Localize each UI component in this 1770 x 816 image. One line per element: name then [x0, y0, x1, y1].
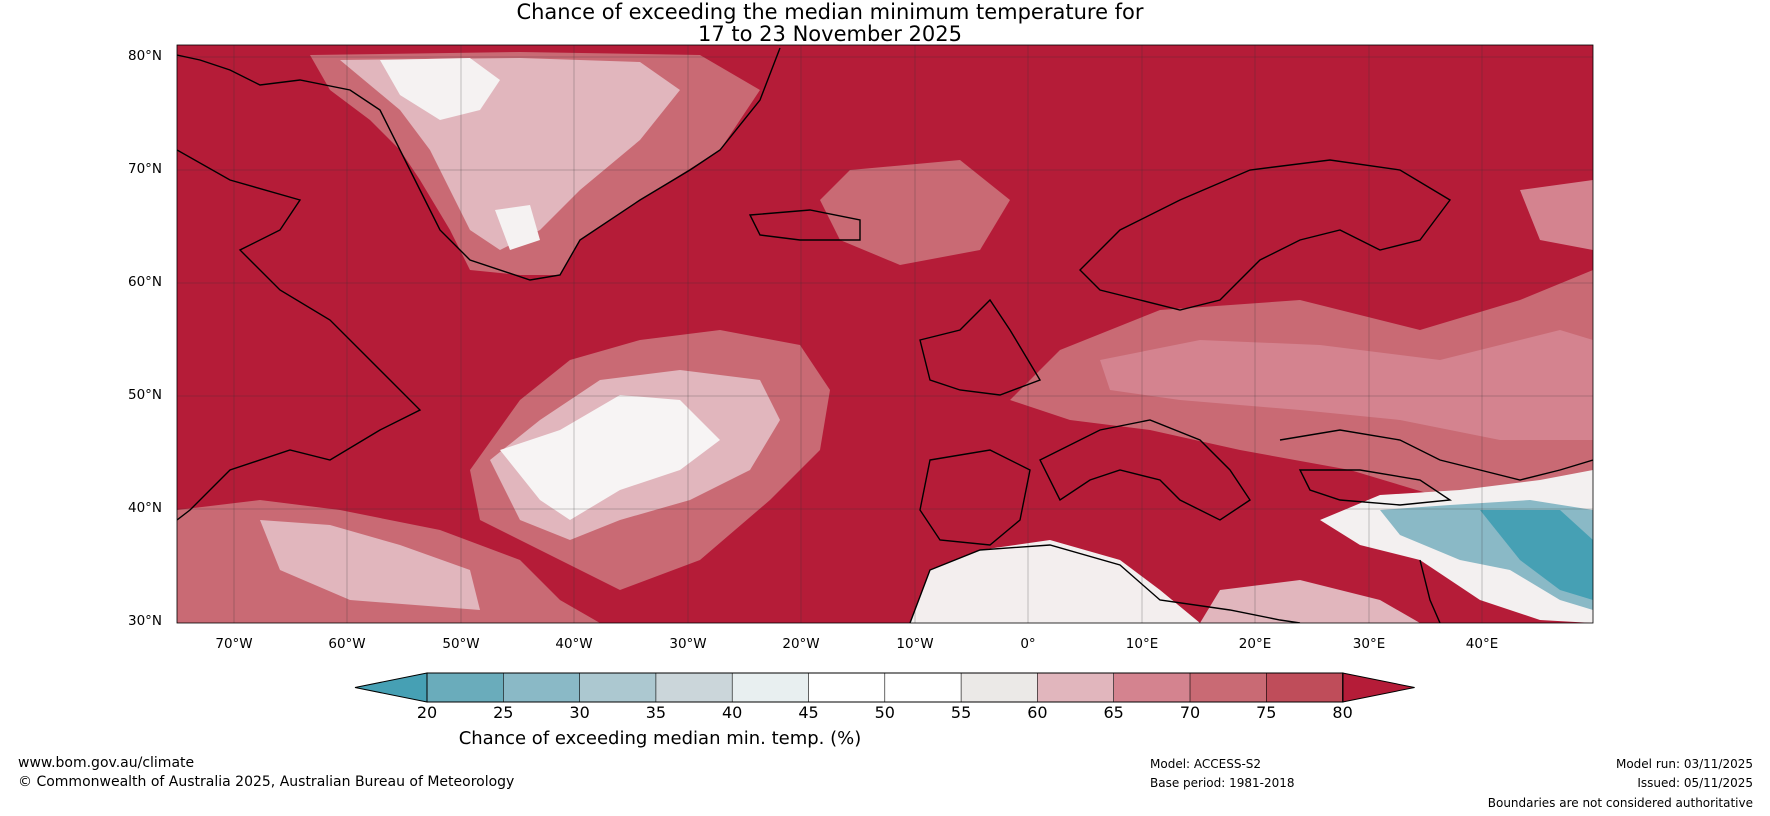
colorbar-tick-label: 60: [1027, 703, 1048, 722]
lon-label: 0°: [1020, 636, 1036, 652]
lon-label: 50°W: [442, 636, 480, 652]
coastlines: [177, 47, 1593, 623]
colorbar-tick-label: 40: [722, 703, 743, 722]
colorbar: [354, 672, 1415, 703]
lat-label: 40°N: [128, 500, 163, 516]
colorbar-cell: [655, 672, 734, 703]
lon-label: 70°W: [215, 636, 253, 652]
colorbar-cell: [1113, 672, 1191, 703]
map-title-line1: Chance of exceeding the median minimum t…: [516, 0, 1144, 24]
lat-label: 70°N: [128, 161, 163, 177]
colorbar-extend-high: [1342, 672, 1415, 703]
lon-label: 30°E: [1352, 636, 1386, 652]
lat-label: 50°N: [128, 387, 163, 403]
colorbar-cell: [579, 672, 657, 703]
greenland-south-tip: [495, 205, 540, 250]
colorbar-cell: [1037, 672, 1115, 703]
colorbar-cell: [1266, 672, 1344, 703]
colorbar-tick-label: 55: [950, 703, 972, 722]
colorbar-tick-label: 25: [493, 703, 514, 722]
colorbar-cell: [502, 672, 581, 703]
colorbar-tick-label: 35: [645, 703, 667, 722]
issued-text: Issued: 05/11/2025: [1637, 776, 1753, 790]
colorbar-cell: [731, 672, 810, 703]
norwegian-sea-region: [820, 160, 1010, 265]
colorbar-tick-label: 20: [416, 703, 438, 722]
lon-label: 20°E: [1238, 636, 1272, 652]
boundaries-note: Boundaries are not considered authoritat…: [1487, 796, 1753, 810]
colorbar-tick-label: 75: [1256, 703, 1277, 722]
colorbar-tick-label: 50: [874, 703, 895, 722]
colorbar-tick-label: 65: [1103, 703, 1124, 722]
lat-label: 80°N: [128, 48, 163, 64]
map-frame: [176, 44, 1594, 624]
lon-label: 40°W: [555, 636, 593, 652]
graticule: [177, 45, 1593, 623]
colorbar-tick-label: 70: [1179, 703, 1201, 722]
model-text: Model: ACCESS-S2: [1150, 757, 1262, 771]
colorbar-cell: [884, 672, 962, 703]
colorbar-tick-label: 30: [569, 703, 590, 722]
map-title-line2: 17 to 23 November 2025: [698, 22, 962, 46]
colorbar-cell: [426, 672, 505, 703]
greenland-core: [380, 58, 500, 120]
base-period-text: Base period: 1981-2018: [1150, 776, 1295, 790]
map-field: [177, 45, 1593, 623]
website-link[interactable]: www.bom.gov.au/climate: [18, 755, 195, 771]
colorbar-frame: [426, 672, 1344, 703]
lat-label: 30°N: [128, 613, 163, 629]
southwest-inner: [260, 520, 480, 610]
colorbar-tick-label: 45: [798, 703, 819, 722]
lat-label: 60°N: [128, 274, 163, 290]
north-africa-region: [910, 540, 1200, 623]
lon-label: 10°W: [896, 636, 934, 652]
colorbar-tick-label: 80: [1332, 703, 1353, 722]
libya-egypt-region: [1200, 580, 1420, 623]
middle-east-core: [1480, 510, 1593, 600]
colorbar-cell: [1189, 672, 1268, 703]
lon-label: 10°E: [1125, 636, 1159, 652]
colorbar-label: Chance of exceeding median min. temp. (%…: [458, 728, 862, 749]
lon-label: 60°W: [328, 636, 366, 652]
colorbar-extend-low: [354, 672, 428, 703]
lon-label: 30°W: [669, 636, 707, 652]
model-run-text: Model run: 03/11/2025: [1615, 757, 1753, 771]
atlantic-core: [500, 395, 720, 520]
lon-label: 40°E: [1465, 636, 1499, 652]
colorbar-cell: [808, 672, 886, 703]
colorbar-cell: [960, 672, 1039, 703]
europe-inner: [1100, 330, 1593, 440]
russia-northeast-region: [1520, 180, 1593, 250]
copyright-text: © Commonwealth of Australia 2025, Austra…: [18, 774, 515, 790]
lon-label: 20°W: [782, 636, 820, 652]
